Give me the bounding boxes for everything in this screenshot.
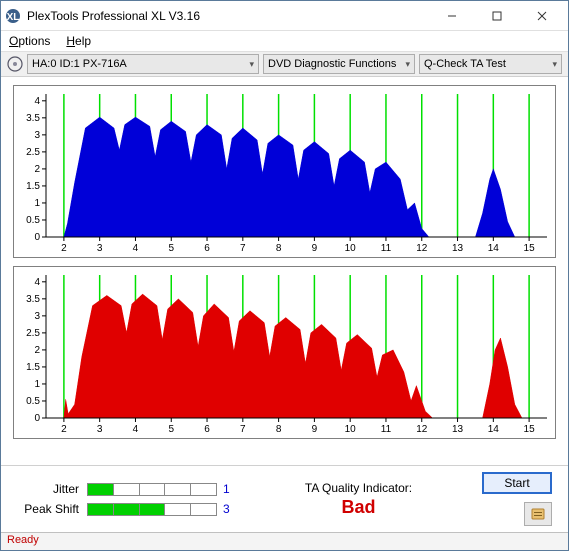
drive-select-label: HA:0 ID:1 PX-716A xyxy=(32,58,127,70)
svg-text:13: 13 xyxy=(452,424,464,435)
svg-text:1: 1 xyxy=(34,379,40,390)
svg-text:2.5: 2.5 xyxy=(26,328,40,339)
metrics-panel: Jitter 1 Peak Shift 3 xyxy=(17,482,235,516)
svg-text:14: 14 xyxy=(488,424,500,435)
peakshift-value: 3 xyxy=(217,502,235,516)
svg-text:3: 3 xyxy=(97,243,103,254)
drive-select[interactable]: HA:0 ID:1 PX-716A xyxy=(27,54,259,74)
svg-text:14: 14 xyxy=(488,243,500,254)
svg-text:0.5: 0.5 xyxy=(26,396,40,407)
peakshift-label: Peak Shift xyxy=(17,502,87,516)
svg-text:2.5: 2.5 xyxy=(26,147,40,158)
quality-label: TA Quality Indicator: xyxy=(235,481,482,495)
svg-text:3: 3 xyxy=(97,424,103,435)
svg-text:15: 15 xyxy=(524,243,536,254)
svg-text:7: 7 xyxy=(240,243,246,254)
svg-text:2: 2 xyxy=(61,424,67,435)
menu-bar: Options Help xyxy=(1,31,568,51)
title-bar: XL PlexTools Professional XL V3.16 xyxy=(1,1,568,31)
svg-text:1.5: 1.5 xyxy=(26,362,40,373)
svg-text:1.5: 1.5 xyxy=(26,181,40,192)
svg-text:4: 4 xyxy=(133,424,139,435)
test-select[interactable]: Q-Check TA Test xyxy=(419,54,562,74)
svg-text:10: 10 xyxy=(345,243,357,254)
function-select[interactable]: DVD Diagnostic Functions xyxy=(263,54,415,74)
svg-text:3: 3 xyxy=(34,311,40,322)
svg-text:12: 12 xyxy=(416,243,428,254)
svg-text:0: 0 xyxy=(34,232,40,243)
svg-text:0.5: 0.5 xyxy=(26,215,40,226)
jitter-meter xyxy=(87,483,217,496)
menu-options[interactable]: Options xyxy=(9,34,50,48)
svg-text:4: 4 xyxy=(34,96,40,107)
jitter-label: Jitter xyxy=(17,482,87,496)
maximize-button[interactable] xyxy=(474,1,519,30)
svg-text:13: 13 xyxy=(452,243,464,254)
start-button[interactable]: Start xyxy=(482,472,552,494)
svg-text:7: 7 xyxy=(240,424,246,435)
chart-area: 00.511.522.533.5423456789101112131415 00… xyxy=(1,77,568,465)
svg-text:4: 4 xyxy=(34,277,40,288)
action-panel: Start xyxy=(482,472,552,526)
svg-text:6: 6 xyxy=(204,243,210,254)
toolbar: HA:0 ID:1 PX-716A DVD Diagnostic Functio… xyxy=(1,51,568,77)
svg-text:4: 4 xyxy=(133,243,139,254)
svg-text:8: 8 xyxy=(276,243,282,254)
svg-text:1: 1 xyxy=(34,198,40,209)
quality-value: Bad xyxy=(235,497,482,518)
top-chart: 0 0.5 1 1.5 2 2.5 3 3.5 4 2 3 4 5 6 7 8 9 10 11 12 13 14 15 xyxy=(13,85,556,258)
disc-icon xyxy=(7,56,23,72)
app-icon: XL xyxy=(5,8,21,24)
menu-help[interactable]: Help xyxy=(66,34,91,48)
status-bar: Ready xyxy=(1,532,568,550)
bottom-chart: 0 0.5 1 1.5 2 2.5 3 3.5 4 2 3 4 5 6 7 8 9 10 11 12 13 14 15 xyxy=(13,266,556,439)
minimize-button[interactable] xyxy=(429,1,474,30)
svg-text:11: 11 xyxy=(381,243,392,254)
svg-text:XL: XL xyxy=(7,12,20,23)
svg-text:9: 9 xyxy=(312,424,318,435)
close-button[interactable] xyxy=(519,1,564,30)
svg-text:5: 5 xyxy=(168,243,174,254)
svg-text:15: 15 xyxy=(524,424,536,435)
svg-text:12: 12 xyxy=(416,424,428,435)
export-button[interactable] xyxy=(524,502,552,526)
svg-text:8: 8 xyxy=(276,424,282,435)
svg-text:10: 10 xyxy=(345,424,357,435)
svg-text:6: 6 xyxy=(204,424,210,435)
svg-text:11: 11 xyxy=(381,424,392,435)
svg-text:0: 0 xyxy=(34,413,40,424)
window-title: PlexTools Professional XL V3.16 xyxy=(27,9,429,23)
svg-text:2: 2 xyxy=(34,164,40,175)
status-text: Ready xyxy=(7,534,39,546)
svg-text:2: 2 xyxy=(61,243,67,254)
svg-text:9: 9 xyxy=(312,243,318,254)
jitter-value: 1 xyxy=(217,482,235,496)
svg-text:3: 3 xyxy=(34,130,40,141)
svg-text:5: 5 xyxy=(168,424,174,435)
function-select-label: DVD Diagnostic Functions xyxy=(268,58,396,70)
test-select-label: Q-Check TA Test xyxy=(424,58,506,70)
peakshift-meter xyxy=(87,503,217,516)
svg-text:2: 2 xyxy=(34,345,40,356)
quality-panel: TA Quality Indicator: Bad xyxy=(235,481,482,518)
svg-text:3.5: 3.5 xyxy=(26,113,40,124)
svg-text:3.5: 3.5 xyxy=(26,294,40,305)
export-icon xyxy=(530,506,546,522)
bottom-panel: Jitter 1 Peak Shift 3 TA Quality Indicat… xyxy=(1,465,568,532)
